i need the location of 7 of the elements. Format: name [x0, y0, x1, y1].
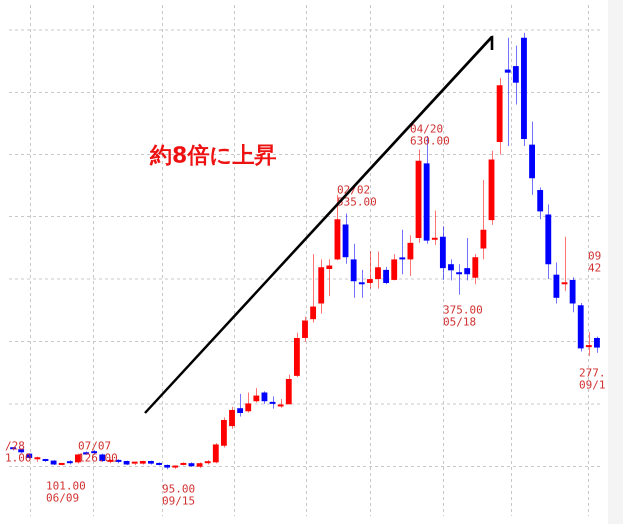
text: 95.00 09/15: [162, 482, 196, 508]
annotation: 09 42: [588, 249, 602, 274]
text: 101.00 06/09: [46, 479, 86, 504]
annotation: 375.00 05/18: [443, 303, 483, 328]
annotation: 約8倍に上昇: [149, 144, 276, 169]
annotation: 277. 09/1: [579, 366, 606, 392]
annotation: /28 1.00: [5, 439, 32, 464]
